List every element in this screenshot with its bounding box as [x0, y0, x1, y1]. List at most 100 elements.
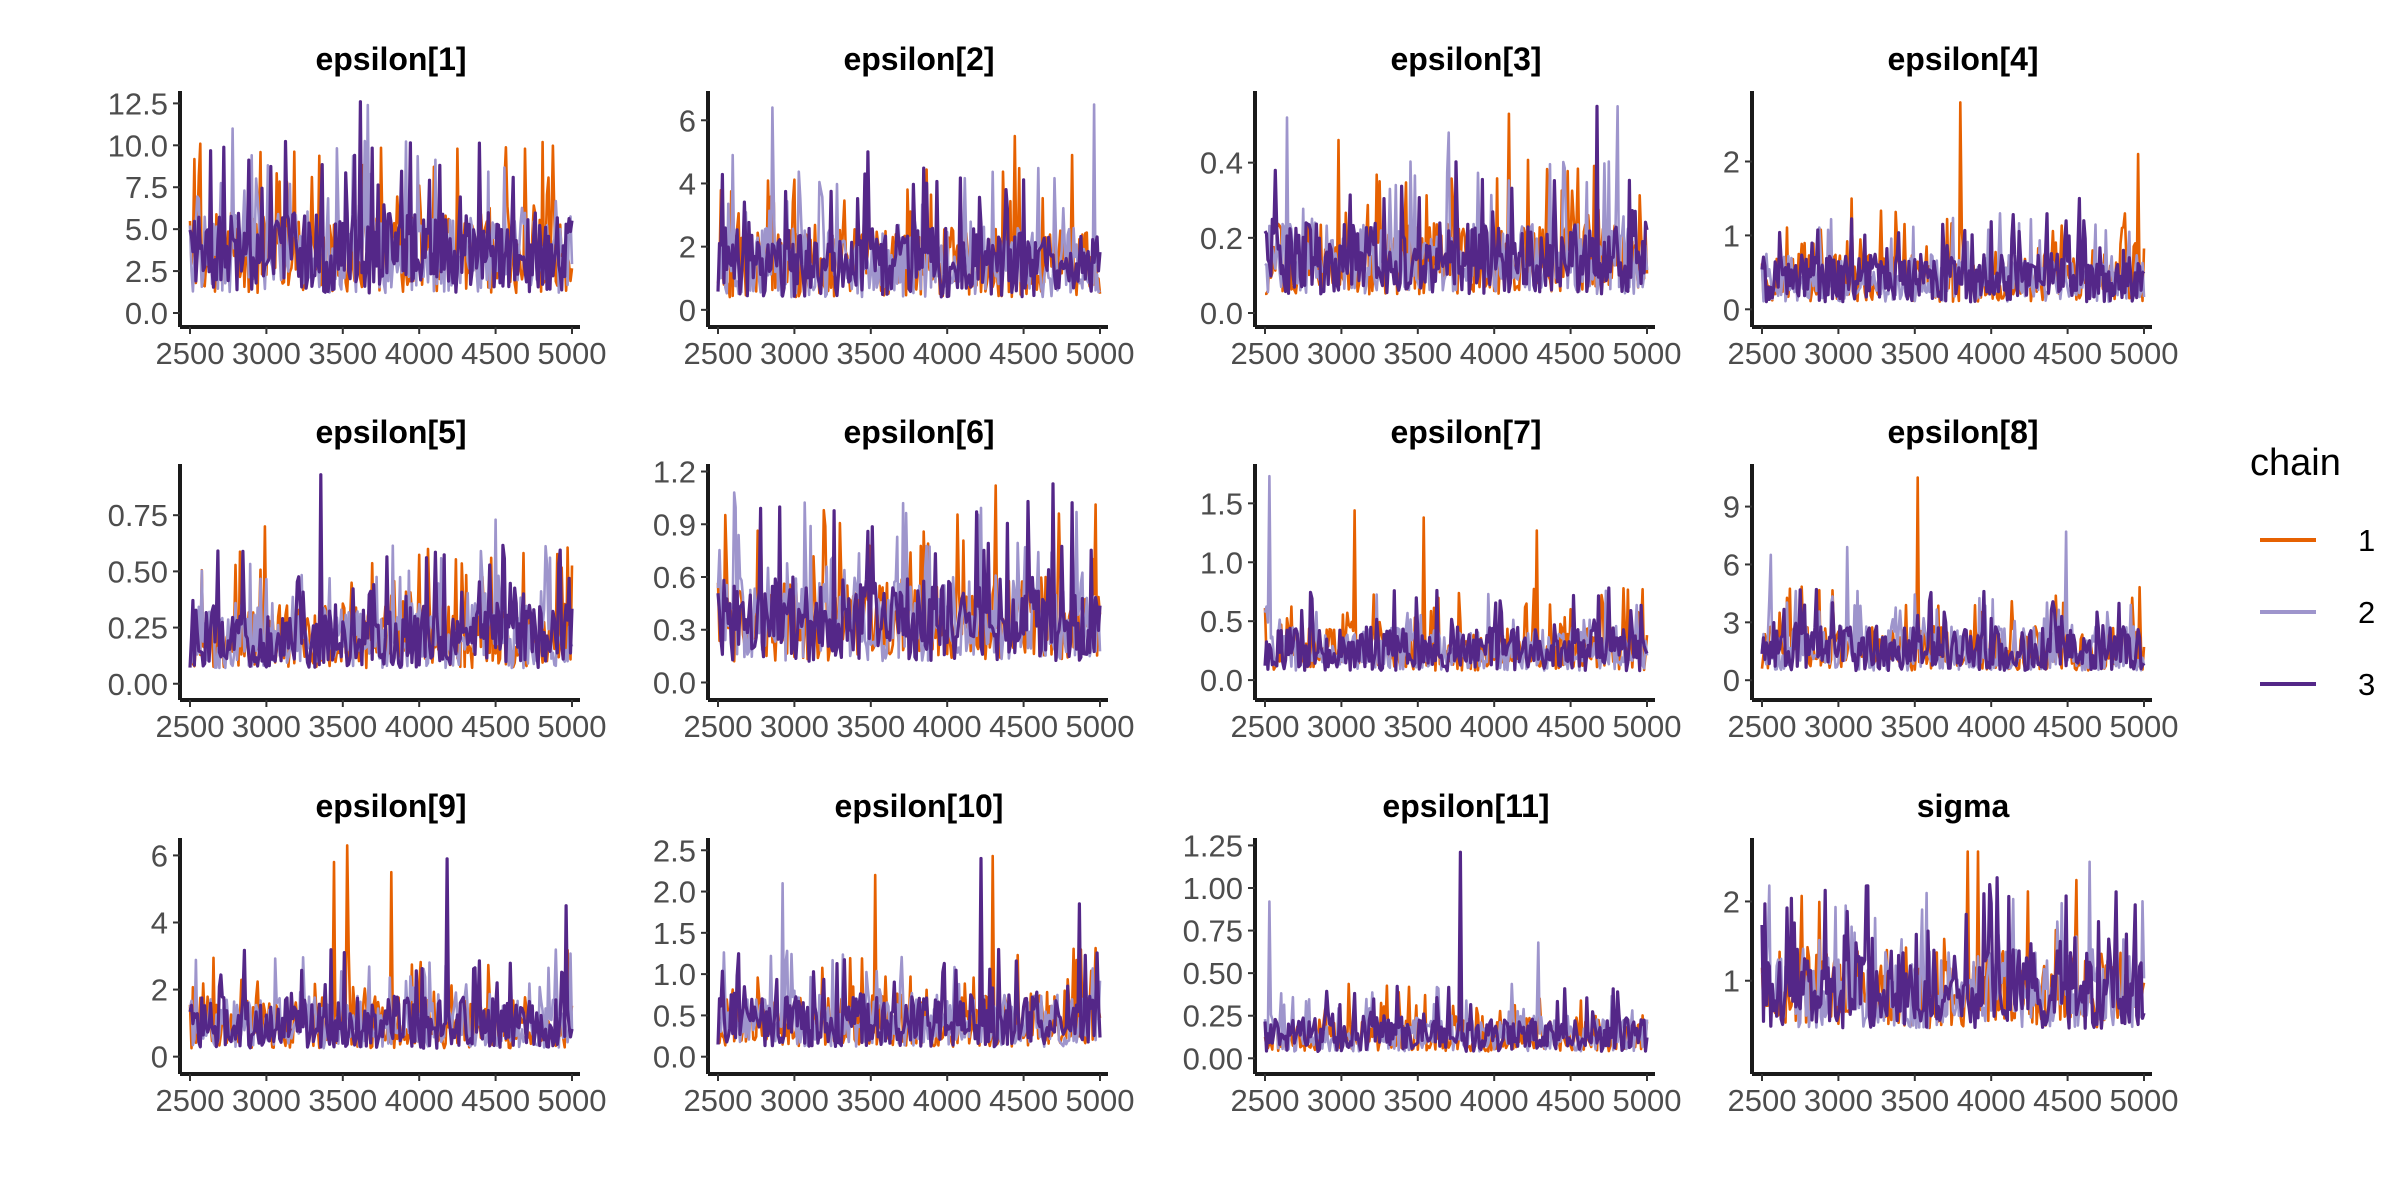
panel-epsilon-10: epsilon[10] 0.0 0.5 1.0 1.5 2.0 2.5 2500 3000 350… [653, 788, 1135, 1118]
x-tick-label: 4000 [1460, 336, 1529, 371]
trace-chain-3 [1263, 586, 1649, 673]
y-tick-label: 0 [1723, 663, 1740, 698]
panel-epsilon-3: epsilon[3] 0.0 0.2 0.4 2500 3000 3500 4000 4500 5… [1200, 41, 1682, 371]
trace-chain-3 [1760, 196, 2146, 304]
y-tick-label: 4 [151, 905, 168, 940]
x-tick-label: 2500 [1728, 336, 1797, 371]
panel-title: epsilon[8] [1887, 414, 2038, 450]
x-tick-label: 3000 [760, 336, 829, 371]
x-tick-label: 5000 [2110, 1083, 2179, 1118]
y-tick-label: 0.0 [653, 665, 696, 700]
x-tick-label: 5000 [538, 336, 607, 371]
panel-title: epsilon[5] [315, 414, 466, 450]
x-tick-label: 4500 [989, 709, 1058, 744]
panel-epsilon-2: epsilon[2] 0 2 4 6 2500 3000 3500 4000 4500 5000 [679, 41, 1135, 371]
panel-title: epsilon[7] [1390, 414, 1541, 450]
y-tick-label: 0.75 [108, 498, 168, 533]
y-tick-label: 0.5 [1200, 604, 1243, 639]
x-tick-label: 4500 [1536, 1083, 1605, 1118]
x-tick-label: 5000 [538, 709, 607, 744]
y-tick-label: 1.5 [653, 916, 696, 951]
trace-chain-3 [188, 100, 574, 295]
x-tick-label: 2500 [156, 336, 225, 371]
y-tick-label: 0.50 [108, 554, 168, 589]
x-tick-label: 3500 [836, 336, 905, 371]
y-tick-label: 0.2 [1200, 221, 1243, 256]
y-tick-label: 0.75 [1183, 914, 1243, 949]
x-tick-label: 4500 [1536, 336, 1605, 371]
x-tick-label: 4000 [1957, 336, 2026, 371]
trace-chain-3 [716, 482, 1102, 663]
panel-title: sigma [1917, 788, 2010, 824]
panel-epsilon-4: epsilon[4] 0 1 2 2500 3000 3500 4000 4500 5000 [1723, 41, 2179, 371]
panel-title: epsilon[3] [1390, 41, 1541, 77]
x-tick-label: 3000 [1307, 709, 1376, 744]
x-tick-label: 2500 [156, 709, 225, 744]
panel-title: epsilon[9] [315, 788, 466, 824]
x-tick-label: 3500 [1383, 336, 1452, 371]
panel-title: epsilon[10] [835, 788, 1004, 824]
x-tick-label: 4000 [1460, 1083, 1529, 1118]
y-tick-label: 0.5 [653, 998, 696, 1033]
x-tick-label: 5000 [1066, 336, 1135, 371]
x-tick-label: 4000 [913, 709, 982, 744]
x-tick-label: 4000 [1460, 709, 1529, 744]
x-tick-label: 5000 [1613, 1083, 1682, 1118]
x-tick-label: 3000 [1307, 1083, 1376, 1118]
trace-chain-3 [1760, 587, 2146, 673]
y-tick-label: 2.0 [653, 875, 696, 910]
y-tick-label: 10.0 [108, 128, 168, 163]
y-tick-label: 0 [1723, 292, 1740, 327]
panel-epsilon-5: epsilon[5] 0.00 0.25 0.50 0.75 2500 3000 3500 40… [108, 414, 607, 744]
trace-chain-3 [188, 857, 574, 1050]
legend-label-chain-1: 1 [2358, 523, 2375, 558]
x-tick-label: 2500 [156, 1083, 225, 1118]
panel-title: epsilon[2] [843, 41, 994, 77]
y-tick-label: 0.50 [1183, 956, 1243, 991]
y-tick-label: 0.0 [653, 1040, 696, 1075]
x-tick-label: 4500 [1536, 709, 1605, 744]
x-tick-label: 4000 [385, 1083, 454, 1118]
panel-title: epsilon[1] [315, 41, 466, 77]
y-tick-label: 2 [1723, 884, 1740, 919]
x-tick-label: 2500 [684, 709, 753, 744]
x-tick-label: 2500 [1231, 1083, 1300, 1118]
x-tick-label: 5000 [2110, 709, 2179, 744]
x-tick-label: 3500 [836, 1083, 905, 1118]
panel-title: epsilon[11] [1382, 788, 1549, 824]
y-tick-label: 2.5 [125, 254, 168, 289]
panel-epsilon-9: epsilon[9] 0 2 4 6 2500 3000 3500 4000 4500 5000 [151, 788, 607, 1118]
y-tick-label: 6 [679, 103, 696, 138]
y-tick-label: 0.25 [108, 611, 168, 646]
y-tick-label: 0.00 [1183, 1041, 1243, 1076]
x-tick-label: 5000 [1613, 709, 1682, 744]
panel-epsilon-7: epsilon[7] 0.0 0.5 1.0 1.5 2500 3000 3500 4000 45… [1200, 414, 1682, 744]
panel-title: epsilon[6] [843, 414, 994, 450]
x-tick-label: 4000 [1957, 1083, 2026, 1118]
panel-title: epsilon[4] [1887, 41, 2038, 77]
x-tick-label: 2500 [684, 336, 753, 371]
y-tick-label: 2 [151, 973, 168, 1008]
x-tick-label: 2500 [1728, 709, 1797, 744]
y-tick-label: 2.5 [653, 833, 696, 868]
x-tick-label: 3500 [1383, 709, 1452, 744]
x-tick-label: 3000 [1804, 336, 1873, 371]
x-tick-label: 3000 [232, 336, 301, 371]
y-tick-label: 1.0 [1200, 545, 1243, 580]
x-tick-label: 4000 [1957, 709, 2026, 744]
x-tick-label: 3000 [1804, 709, 1873, 744]
trace-chain-1 [1263, 982, 1649, 1053]
y-tick-label: 2 [679, 230, 696, 265]
x-tick-label: 2500 [1231, 336, 1300, 371]
panel-sigma: sigma 1 2 2500 3000 3500 4000 4500 5000 [1723, 788, 2179, 1118]
x-tick-label: 3500 [1880, 336, 1949, 371]
trace-chain-3 [188, 473, 574, 669]
x-tick-label: 4500 [461, 336, 530, 371]
x-tick-label: 5000 [1066, 1083, 1135, 1118]
y-tick-label: 0.00 [108, 667, 168, 702]
panel-epsilon-6: epsilon[6] 0.0 0.3 0.6 0.9 1.2 2500 3000 3500 400… [653, 414, 1135, 744]
x-tick-label: 3500 [308, 336, 377, 371]
trace-chain-3 [1263, 850, 1649, 1053]
